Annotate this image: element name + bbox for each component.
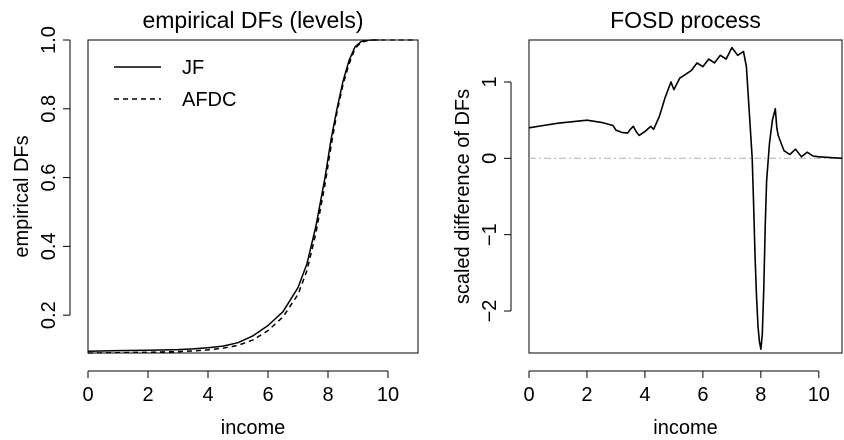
left-y-tick-label: 0.4 (38, 232, 60, 260)
right-y-tick-label: 1 (479, 76, 501, 87)
right-series-line-fosd (528, 46, 843, 351)
right-x-tick-label: 4 (639, 384, 650, 406)
left-series-line-afdc (87, 39, 415, 354)
right-y-tick-label: 0 (479, 153, 501, 164)
left-x-tick-label: 6 (262, 384, 273, 406)
right-plot-frame (528, 39, 843, 354)
left-y-tick-label: 0.2 (38, 301, 60, 329)
left-plot-frame (87, 39, 419, 354)
left-x-tick-label: 10 (377, 384, 399, 406)
left-x-tick-label: 4 (202, 384, 213, 406)
left-chart-title: empirical DFs (levels) (142, 7, 363, 33)
right-y-tick-label: −2 (479, 300, 501, 323)
left-y-tick-label: 1.0 (38, 26, 60, 54)
left-panel: empirical DFs (levels) 0 2 4 6 8 10 income 0.2 0.… (11, 7, 419, 439)
right-y-tick-label: −1 (479, 223, 501, 246)
right-chart-title: FOSD process (610, 7, 761, 33)
left-y-axis-label: empirical DFs (11, 135, 33, 257)
left-x-tick-label: 2 (142, 384, 153, 406)
left-y-tick-label: 0.8 (38, 95, 60, 123)
right-panel: FOSD process 0 2 4 6 8 10 income −2 −1 0 1 scaled di… (452, 7, 843, 439)
right-x-axis-label: income (653, 417, 717, 439)
right-x-tick-label: 6 (697, 384, 708, 406)
right-x-tick-label: 2 (581, 384, 592, 406)
left-x-axis-label: income (221, 417, 285, 439)
left-y-tick-label: 0.6 (38, 164, 60, 192)
right-x-tick-label: 10 (808, 384, 830, 406)
left-series-line-jf (87, 39, 379, 353)
right-y-axis-label: scaled difference of DFs (452, 89, 474, 304)
right-x-tick-label: 0 (523, 384, 534, 406)
right-x-tick-label: 8 (755, 384, 766, 406)
legend-label-afdc: AFDC (182, 89, 236, 111)
left-x-tick-label: 0 (82, 384, 93, 406)
legend-label-jf: JF (182, 57, 204, 79)
left-x-tick-label: 8 (322, 384, 333, 406)
